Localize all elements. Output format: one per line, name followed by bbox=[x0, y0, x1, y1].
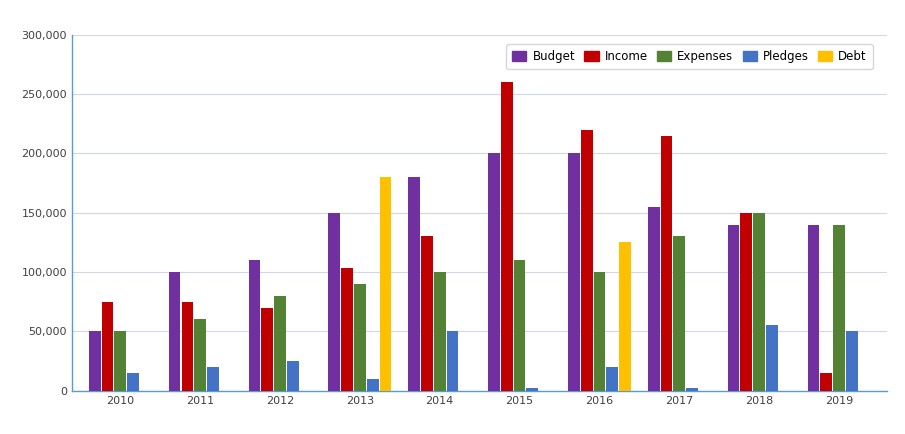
Bar bbox=[673, 237, 685, 391]
Bar bbox=[433, 272, 445, 391]
Bar bbox=[262, 308, 273, 391]
Bar bbox=[568, 153, 580, 391]
Bar bbox=[661, 135, 672, 391]
Bar bbox=[379, 177, 391, 391]
Bar bbox=[168, 272, 180, 391]
Bar bbox=[195, 319, 206, 391]
Bar bbox=[740, 213, 752, 391]
Bar bbox=[329, 213, 340, 391]
Bar bbox=[581, 130, 593, 391]
Bar bbox=[606, 367, 618, 391]
Bar bbox=[128, 373, 139, 391]
Bar bbox=[367, 379, 378, 391]
Bar bbox=[514, 260, 526, 391]
Bar bbox=[89, 331, 100, 391]
Legend: Budget, Income, Expenses, Pledges, Debt: Budget, Income, Expenses, Pledges, Debt bbox=[507, 44, 872, 69]
Bar bbox=[820, 373, 832, 391]
Bar bbox=[408, 177, 420, 391]
Bar bbox=[101, 302, 113, 391]
Bar bbox=[182, 302, 194, 391]
Bar bbox=[447, 331, 458, 391]
Bar bbox=[287, 361, 299, 391]
Bar bbox=[728, 224, 739, 391]
Bar bbox=[527, 388, 538, 391]
Bar bbox=[846, 331, 858, 391]
Bar bbox=[619, 242, 631, 391]
Bar bbox=[421, 237, 433, 391]
Bar bbox=[114, 331, 126, 391]
Bar bbox=[807, 224, 819, 391]
Bar bbox=[686, 388, 698, 391]
Bar bbox=[753, 213, 765, 391]
Bar bbox=[766, 326, 777, 391]
Bar bbox=[594, 272, 605, 391]
Bar bbox=[488, 153, 500, 391]
Bar bbox=[354, 284, 366, 391]
Bar bbox=[648, 207, 660, 391]
Bar bbox=[341, 268, 353, 391]
Bar bbox=[249, 260, 261, 391]
Bar bbox=[834, 224, 845, 391]
Bar bbox=[501, 82, 512, 391]
Bar bbox=[274, 296, 286, 391]
Bar bbox=[207, 367, 219, 391]
